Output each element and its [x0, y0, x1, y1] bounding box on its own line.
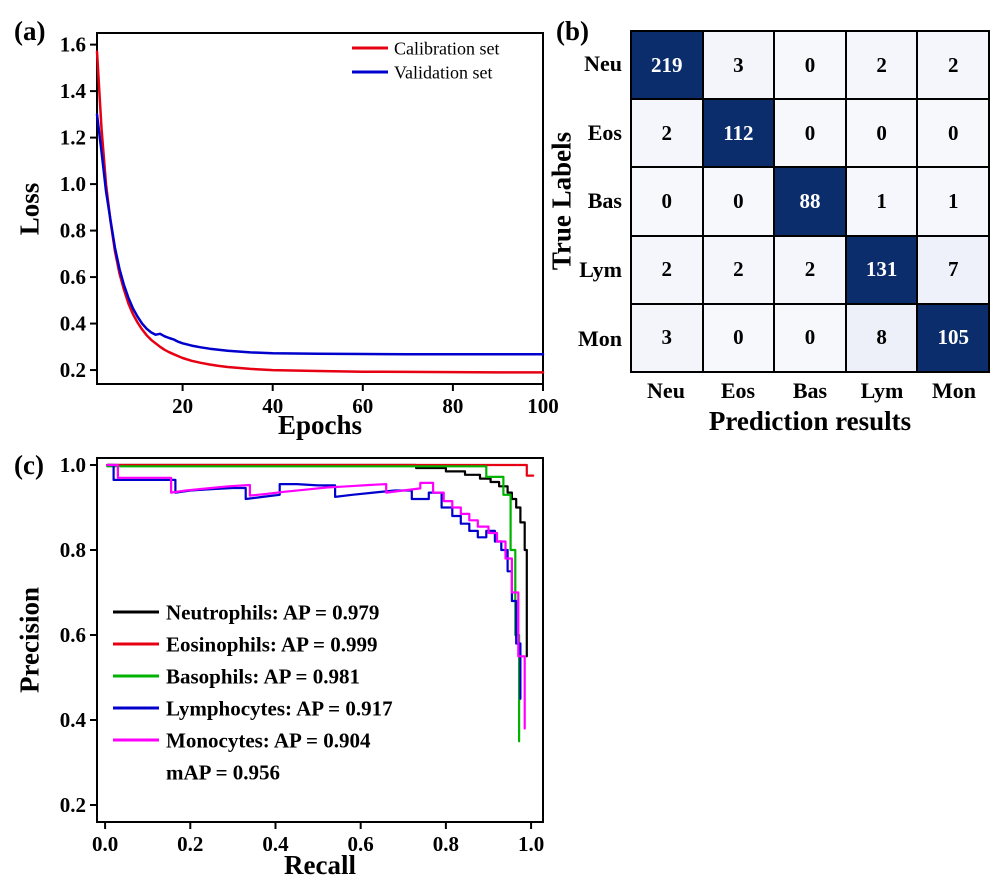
series-eosinophils: [106, 463, 535, 477]
matrix-cell-Eos-Mon: 0: [917, 99, 989, 168]
y-tick-label: 0.8: [60, 219, 86, 243]
matrix-cell-Bas-Lym: 1: [845, 167, 918, 236]
y-tick-label: 1.6: [60, 33, 86, 57]
x-tick-label: 100: [527, 394, 559, 418]
matrix-col-label-Bas: Bas: [792, 378, 828, 403]
series-calibration-set: [95, 50, 545, 374]
series-validation-set: [95, 113, 545, 356]
confusion-matrix: 219 3 0 2 2 2 112 0 0 0 0 0 88 1 1 2 2 2 131 7 3 0 0 8 105: [630, 30, 990, 373]
x-tick-label: 0.0: [92, 832, 118, 856]
legend-label: Validation set: [394, 62, 492, 82]
matrix-row-label-Mon: Mon: [578, 325, 622, 351]
y-tick-label: 0.4: [60, 312, 87, 336]
matrix-cell-Mon-Lym: 8: [845, 303, 918, 372]
legend-label: Calibration set: [394, 38, 499, 58]
matrix-col-label-Lym: Lym: [860, 378, 904, 403]
matrix-cell-Bas-Mon: 1: [917, 167, 989, 236]
x-tick-label: 80: [442, 394, 463, 418]
x-tick-label: 60: [352, 394, 373, 418]
matrix-cell-Lym-Neu: 2: [631, 235, 703, 304]
matrix-cell-Mon-Bas: 0: [774, 303, 846, 372]
matrix-cell-Neu-Neu: 219: [631, 31, 703, 100]
y-tick-label: 1.0: [60, 453, 86, 477]
matrix-cell-Mon-Eos: 0: [702, 303, 775, 372]
panel-c-label: (c): [14, 450, 44, 480]
legend-label: Basophils: AP = 0.981: [166, 664, 360, 688]
matrix-cell-Eos-Lym: 0: [845, 99, 918, 168]
matrix-cell-Bas-Eos: 0: [702, 167, 775, 236]
legend-label: Eosinophils: AP = 0.999: [166, 632, 378, 656]
x-tick-label: 1.0: [518, 832, 544, 856]
legend-label: Neutrophils: AP = 0.979: [166, 600, 379, 624]
x-tick-label: 0.6: [348, 832, 374, 856]
pr-xlabel: Recall: [284, 850, 356, 880]
y-tick-label: 0.6: [60, 623, 86, 647]
plot-frame: [96, 457, 544, 823]
legend-label: Lymphocytes: AP = 0.917: [166, 696, 393, 720]
matrix-cell-Neu-Lym: 2: [845, 31, 918, 100]
series-monocytes: [106, 463, 526, 730]
panel-a-label: (a): [14, 16, 46, 46]
matrix-cell-Neu-Mon: 2: [917, 31, 989, 100]
y-tick-label: 0.2: [60, 358, 86, 382]
matrix-cell-Neu-Bas: 0: [774, 31, 846, 100]
matrix-cell-Eos-Eos: 112: [702, 99, 775, 168]
x-tick-label: 0.2: [177, 832, 203, 856]
matrix-cell-Mon-Mon: 105: [917, 303, 989, 372]
y-tick-label: 1.4: [60, 79, 87, 103]
legend-label: Monocytes: AP = 0.904: [166, 728, 371, 752]
plot-frame: [96, 32, 544, 385]
matrix-ylabel: True Labels: [546, 131, 577, 271]
matrix-row-label-Lym: Lym: [579, 257, 622, 283]
pr-ylabel: Precision: [14, 587, 45, 693]
y-tick-label: 1.0: [60, 172, 86, 196]
x-tick-label: 0.8: [433, 832, 459, 856]
matrix-row-label-Neu: Neu: [584, 51, 622, 77]
matrix-cell-Eos-Neu: 2: [631, 99, 703, 168]
loss-xlabel: Epochs: [277, 410, 363, 440]
matrix-row-label-Bas: Bas: [587, 188, 622, 214]
matrix-row-label-Eos: Eos: [587, 119, 622, 145]
y-tick-label: 1.2: [60, 126, 86, 150]
y-tick-label: 0.8: [60, 538, 86, 562]
loss-ylabel: Loss: [14, 182, 45, 236]
x-tick-label: 0.4: [262, 832, 289, 856]
matrix-xlabel: Prediction results: [708, 406, 912, 436]
series-neutrophils: [106, 463, 528, 658]
matrix-col-label-Eos: Eos: [720, 378, 756, 403]
matrix-cell-Lym-Lym: 131: [845, 235, 918, 304]
x-tick-label: 20: [172, 394, 193, 418]
y-tick-label: 0.4: [60, 708, 87, 732]
y-tick-label: 0.2: [60, 793, 86, 817]
legend-label: mAP = 0.956: [166, 760, 280, 784]
loss-chart: 20 40 60 80 100 0.2 0.4 0.6 0.8 1.0 1.2 1.4 1.6 Calib…: [60, 32, 559, 418]
matrix-cell-Bas-Bas: 88: [774, 167, 846, 236]
pr-chart: 0.0 0.2 0.4 0.6 0.8 1.00.20.40.60.81.0Neutrop…: [60, 453, 544, 856]
x-tick-label: 40: [262, 394, 283, 418]
matrix-cell-Eos-Bas: 0: [774, 99, 846, 168]
matrix-col-label-Mon: Mon: [932, 378, 976, 403]
matrix-cell-Lym-Bas: 2: [774, 235, 846, 304]
matrix-cell-Bas-Neu: 0: [631, 167, 703, 236]
matrix-cell-Lym-Mon: 7: [917, 235, 989, 304]
matrix-cell-Neu-Eos: 3: [702, 31, 775, 100]
matrix-col-label-Neu: Neu: [647, 378, 685, 403]
matrix-cell-Lym-Eos: 2: [702, 235, 775, 304]
y-tick-label: 0.6: [60, 265, 86, 289]
panel-b-label: (b): [556, 16, 589, 46]
matrix-cell-Mon-Neu: 3: [631, 303, 703, 372]
